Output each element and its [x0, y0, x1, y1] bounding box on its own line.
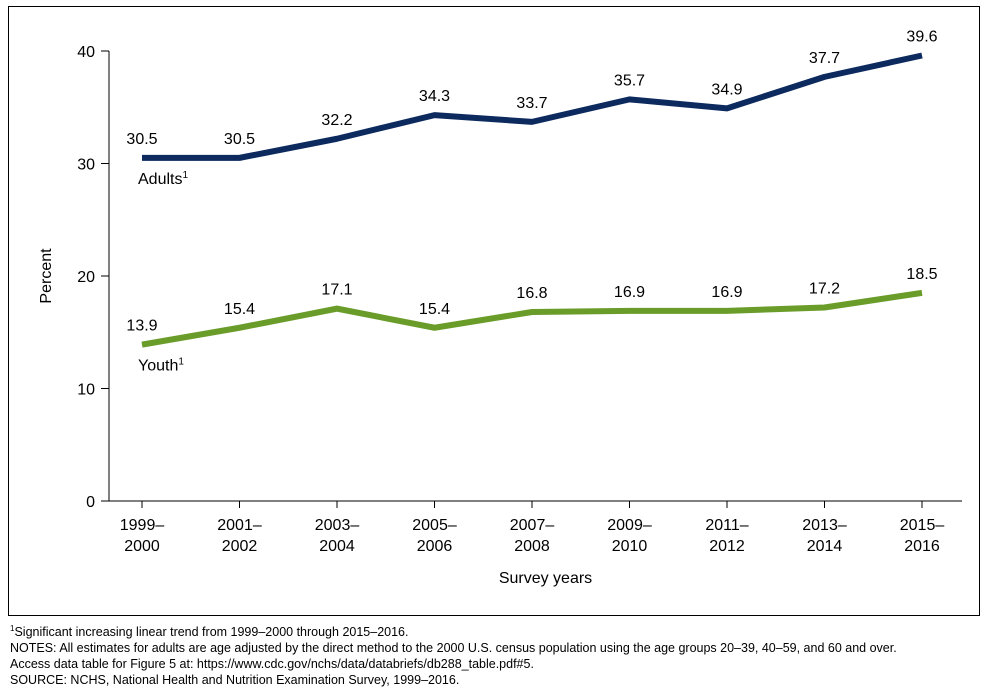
- x-tick-label: 2008: [514, 538, 550, 555]
- data-label: 18.5: [906, 266, 937, 283]
- data-label: 15.4: [419, 301, 450, 318]
- x-tick-label: 2016: [904, 538, 940, 555]
- x-tick-label: 2000: [124, 538, 160, 555]
- series-label-youth: Youth1: [138, 357, 184, 375]
- x-tick-label: 2012: [709, 538, 745, 555]
- x-tick-label: 1999–: [120, 517, 165, 534]
- notes-line: NOTES: All estimates for adults are age …: [10, 641, 897, 655]
- data-label: 35.7: [614, 72, 645, 89]
- chart-frame: 0 10 20 30 40 Percent 1999– 2000 2001– 2002 2003– 2…: [8, 6, 980, 616]
- access-line: Access data table for Figure 5 at: https…: [10, 657, 534, 671]
- y-tick-label: 10: [77, 382, 95, 399]
- y-tick-label: 20: [77, 269, 95, 286]
- line-chart: 0 10 20 30 40 Percent 1999– 2000 2001– 2002 2003– 2…: [38, 29, 962, 587]
- x-tick-label: 2004: [319, 538, 355, 555]
- data-label: 39.6: [906, 29, 937, 46]
- data-label: 30.5: [224, 131, 255, 148]
- data-label: 34.9: [711, 81, 742, 98]
- data-label: 16.8: [516, 285, 547, 302]
- series-line-youth: [141, 289, 923, 348]
- source-line: SOURCE: NCHS, National Health and Nutrit…: [10, 673, 460, 687]
- series-label-adults: Adults1: [138, 170, 188, 188]
- data-label: 16.9: [614, 284, 645, 301]
- y-axis-label: Percent: [38, 248, 55, 304]
- x-tick-label: 2005–: [412, 517, 457, 534]
- data-label: 37.7: [809, 50, 840, 67]
- footnote-text: Significant increasing linear trend from…: [14, 625, 409, 639]
- footnote: 1Significant increasing linear trend fro…: [10, 624, 985, 640]
- x-tick-label: 2006: [417, 538, 453, 555]
- chart-notes: 1Significant increasing linear trend fro…: [10, 624, 985, 688]
- x-tick-label: 2015–: [900, 517, 945, 534]
- data-label: 30.5: [126, 131, 157, 148]
- data-label: 32.2: [321, 112, 352, 129]
- x-tick-label: 2002: [222, 538, 258, 555]
- x-tick-label: 2001–: [217, 517, 262, 534]
- x-tick-label: 2007–: [510, 517, 555, 534]
- series-line-adults: [142, 52, 923, 161]
- data-label: 17.1: [321, 282, 352, 299]
- data-label: 33.7: [516, 95, 547, 112]
- data-label: 16.9: [711, 284, 742, 301]
- x-tick-label: 2014: [807, 538, 843, 555]
- x-axis-label: Survey years: [499, 570, 592, 587]
- y-tick-label: 30: [77, 157, 95, 174]
- x-tick-label: 2013–: [802, 517, 847, 534]
- data-label: 13.9: [126, 318, 157, 335]
- y-tick-label: 0: [86, 494, 95, 511]
- x-tick-label: 2003–: [315, 517, 360, 534]
- footnote-marker: 1: [10, 623, 15, 633]
- data-label: 17.2: [809, 281, 840, 298]
- data-label: 34.3: [419, 88, 450, 105]
- x-tick-label: 2011–: [705, 517, 748, 534]
- x-tick-label: 2010: [612, 538, 648, 555]
- y-tick-label: 40: [77, 44, 95, 61]
- data-label: 15.4: [224, 301, 255, 318]
- x-tick-label: 2009–: [607, 517, 652, 534]
